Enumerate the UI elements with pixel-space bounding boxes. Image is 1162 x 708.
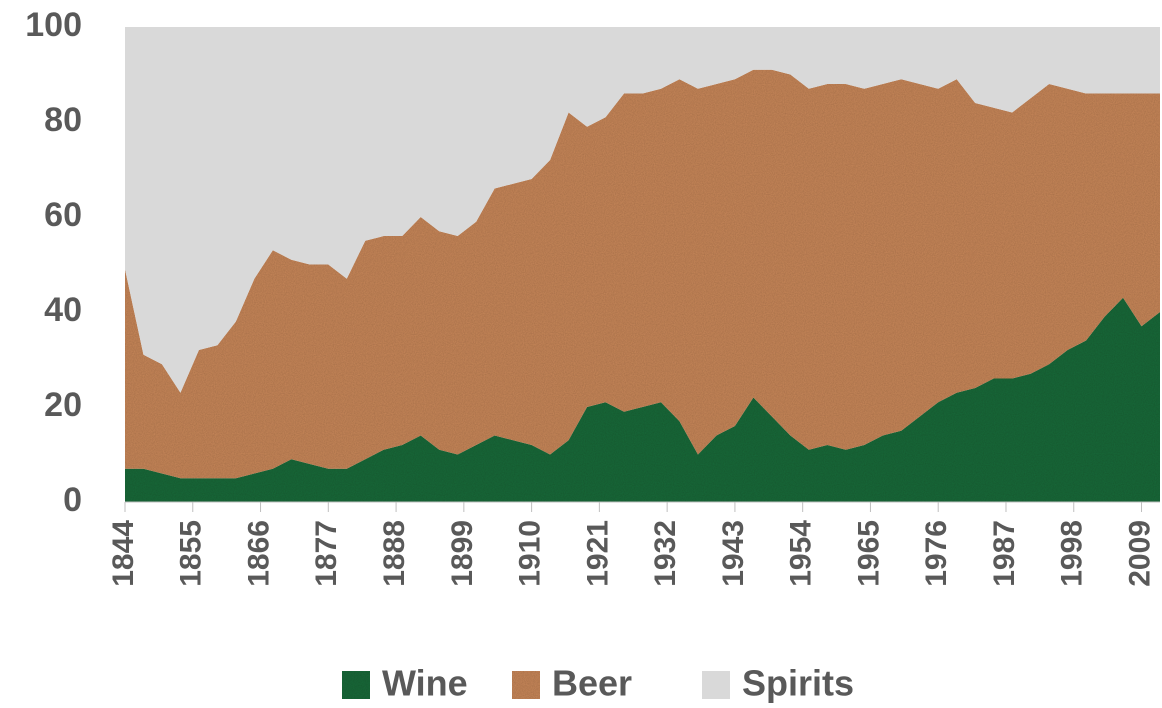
x-tick-label: 1910 <box>514 520 547 587</box>
x-tick-label: 1965 <box>852 520 885 587</box>
x-tick-label: 1866 <box>242 520 275 587</box>
x-tick-label: 1943 <box>717 520 750 587</box>
y-tick-label: 20 <box>44 386 82 424</box>
x-tick-label: 1921 <box>581 520 614 587</box>
y-tick-label: 100 <box>25 6 82 44</box>
x-tick-label: 1877 <box>310 520 343 587</box>
legend-swatch <box>512 671 540 699</box>
area <box>125 297 1160 502</box>
y-tick-label: 40 <box>44 291 82 329</box>
x-tick-label: 1932 <box>649 520 682 587</box>
x-tick-label: 2009 <box>1123 520 1156 587</box>
legend-label: Wine <box>382 663 468 704</box>
legend-label: Spirits <box>742 663 854 704</box>
x-tick-label: 1899 <box>446 520 479 587</box>
x-tick-label: 1976 <box>920 520 953 587</box>
y-tick-label: 0 <box>63 481 82 519</box>
x-tick-label: 1844 <box>107 520 140 587</box>
y-tick-label: 60 <box>44 196 82 234</box>
legend-swatch <box>342 671 370 699</box>
x-tick-label: 1954 <box>785 520 818 587</box>
legend-label: Beer <box>552 663 632 704</box>
area <box>125 27 1160 393</box>
x-tick-label: 1888 <box>378 520 411 587</box>
x-tick-label: 1987 <box>988 520 1021 587</box>
x-tick-label: 1855 <box>175 520 208 587</box>
x-tick-label: 1998 <box>1056 520 1089 587</box>
y-tick-label: 80 <box>44 101 82 139</box>
legend-swatch <box>702 671 730 699</box>
area <box>125 69 1160 479</box>
